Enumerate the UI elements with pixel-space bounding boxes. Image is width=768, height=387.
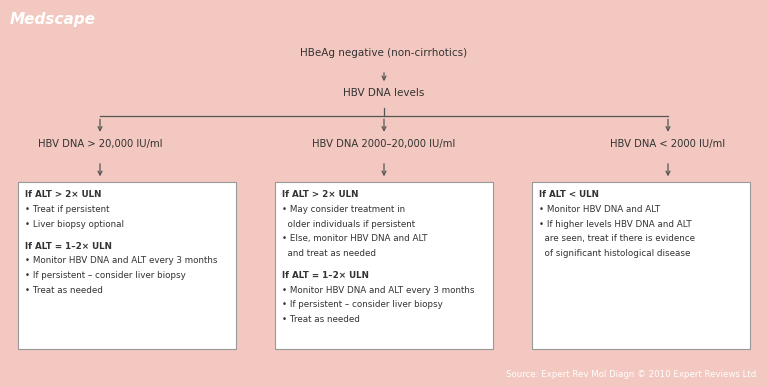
Text: If ALT > 2× ULN: If ALT > 2× ULN xyxy=(25,190,101,199)
Text: • Treat as needed: • Treat as needed xyxy=(25,286,103,295)
Text: If ALT < ULN: If ALT < ULN xyxy=(539,190,599,199)
Text: • Treat as needed: • Treat as needed xyxy=(282,315,360,324)
Text: If ALT = 1–2× ULN: If ALT = 1–2× ULN xyxy=(282,271,369,280)
Text: • Monitor HBV DNA and ALT every 3 months: • Monitor HBV DNA and ALT every 3 months xyxy=(282,286,475,295)
Text: are seen, treat if there is evidence: are seen, treat if there is evidence xyxy=(539,234,695,243)
Text: • May consider treatment in: • May consider treatment in xyxy=(282,205,406,214)
Text: • If persistent – consider liver biopsy: • If persistent – consider liver biopsy xyxy=(282,300,442,309)
Text: • Monitor HBV DNA and ALT every 3 months: • Monitor HBV DNA and ALT every 3 months xyxy=(25,256,217,265)
Bar xyxy=(275,182,493,349)
Text: of significant histological disease: of significant histological disease xyxy=(539,249,690,258)
Text: If ALT = 1–2× ULN: If ALT = 1–2× ULN xyxy=(25,241,112,251)
Text: • Liver biopsy optional: • Liver biopsy optional xyxy=(25,219,124,229)
Text: Medscape: Medscape xyxy=(10,12,96,27)
Text: • If persistent – consider liver biopsy: • If persistent – consider liver biopsy xyxy=(25,271,186,280)
Text: • Treat if persistent: • Treat if persistent xyxy=(25,205,110,214)
Text: HBV DNA > 20,000 IU/ml: HBV DNA > 20,000 IU/ml xyxy=(38,139,162,149)
Text: HBeAg negative (non-cirrhotics): HBeAg negative (non-cirrhotics) xyxy=(300,48,468,58)
Bar xyxy=(18,182,236,349)
Text: HBV DNA levels: HBV DNA levels xyxy=(343,88,425,98)
Text: • If higher levels HBV DNA and ALT: • If higher levels HBV DNA and ALT xyxy=(539,219,692,229)
Text: • Monitor HBV DNA and ALT: • Monitor HBV DNA and ALT xyxy=(539,205,660,214)
Text: If ALT > 2× ULN: If ALT > 2× ULN xyxy=(282,190,359,199)
Text: HBV DNA 2000–20,000 IU/ml: HBV DNA 2000–20,000 IU/ml xyxy=(313,139,455,149)
Text: • Else, monitor HBV DNA and ALT: • Else, monitor HBV DNA and ALT xyxy=(282,234,428,243)
Text: Source: Expert Rev Mol Diagn © 2010 Expert Reviews Ltd: Source: Expert Rev Mol Diagn © 2010 Expe… xyxy=(506,370,756,379)
Text: and treat as needed: and treat as needed xyxy=(282,249,376,258)
Text: older individuals if persistent: older individuals if persistent xyxy=(282,219,415,229)
Text: HBV DNA < 2000 IU/ml: HBV DNA < 2000 IU/ml xyxy=(611,139,726,149)
Bar xyxy=(532,182,750,349)
